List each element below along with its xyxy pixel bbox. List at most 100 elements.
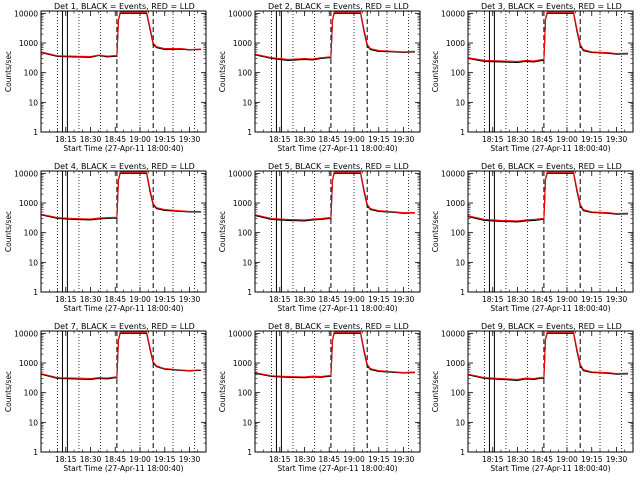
plot-frame bbox=[467, 330, 634, 453]
y-tick-label: 1000 bbox=[446, 39, 465, 48]
y-tick-label: 10 bbox=[455, 418, 465, 427]
x-tick-label: 18:30 bbox=[507, 455, 529, 464]
y-tick-label: 1 bbox=[33, 448, 38, 457]
plot-frame bbox=[467, 170, 634, 293]
x-tick-label: 18:30 bbox=[80, 455, 102, 464]
y-tick-label: 100 bbox=[238, 69, 253, 78]
panel-title: Det 5, BLACK = Events, RED = LLD bbox=[268, 162, 409, 171]
events-series-line bbox=[41, 332, 201, 380]
y-axis-label: Counts/sec bbox=[431, 371, 440, 412]
y-tick-label: 100 bbox=[451, 229, 466, 238]
x-tick-label: 18:15 bbox=[55, 135, 77, 144]
detector-panel-4: Det 4, BLACK = Events, RED = LLD 1 10 100 10… bbox=[4, 162, 207, 313]
y-tick-label: 1 bbox=[33, 128, 38, 137]
y-axis-label: Counts/sec bbox=[4, 211, 13, 252]
x-tick-label: 18:15 bbox=[482, 455, 504, 464]
y-tick-label: 1000 bbox=[233, 199, 252, 208]
x-tick-label: 18:30 bbox=[294, 135, 316, 144]
x-tick-label: 18:15 bbox=[482, 135, 504, 144]
x-tick-label: 18:15 bbox=[269, 295, 291, 304]
y-axis-label: Counts/sec bbox=[218, 211, 227, 252]
y-tick-label: 1000 bbox=[233, 39, 252, 48]
y-tick-label: 1000 bbox=[446, 199, 465, 208]
panel-title: Det 6, BLACK = Events, RED = LLD bbox=[481, 162, 622, 171]
events-series-line bbox=[255, 172, 415, 222]
x-tick-label: 18:30 bbox=[507, 135, 529, 144]
y-tick-label: 10 bbox=[28, 258, 38, 267]
y-tick-label: 1000 bbox=[19, 359, 38, 368]
y-tick-label: 100 bbox=[451, 69, 466, 78]
x-tick-label: 19:15 bbox=[154, 135, 176, 144]
x-tick-label: 19:15 bbox=[368, 135, 390, 144]
y-tick-label: 1 bbox=[460, 448, 465, 457]
y-tick-label: 1 bbox=[460, 128, 465, 137]
x-axis-label: Start Time (27-Apr-11 18:00:40) bbox=[277, 304, 397, 313]
x-axis-label: Start Time (27-Apr-11 18:00:40) bbox=[63, 144, 183, 153]
y-tick-label: 100 bbox=[24, 389, 39, 398]
y-axis-label: Counts/sec bbox=[4, 371, 13, 412]
y-tick-label: 10 bbox=[242, 258, 252, 267]
y-tick-label: 1 bbox=[460, 288, 465, 297]
panel-title: Det 7, BLACK = Events, RED = LLD bbox=[54, 322, 195, 331]
detector-panel-6: Det 6, BLACK = Events, RED = LLD 1 10 100 10… bbox=[431, 162, 634, 313]
detector-panel-8: Det 8, BLACK = Events, RED = LLD 1 10 100 10… bbox=[218, 322, 421, 473]
x-tick-label: 19:00 bbox=[556, 455, 578, 464]
x-tick-label: 18:45 bbox=[318, 135, 340, 144]
x-tick-label: 19:00 bbox=[343, 455, 365, 464]
y-axis-label: Counts/sec bbox=[4, 51, 13, 92]
x-tick-label: 19:30 bbox=[179, 455, 201, 464]
y-tick-label: 10000 bbox=[14, 329, 38, 338]
x-tick-label: 18:45 bbox=[104, 455, 126, 464]
x-tick-label: 18:15 bbox=[269, 135, 291, 144]
x-tick-label: 19:00 bbox=[343, 295, 365, 304]
plot-frame bbox=[254, 330, 421, 453]
x-axis-label: Start Time (27-Apr-11 18:00:40) bbox=[277, 464, 397, 473]
y-tick-label: 10 bbox=[455, 258, 465, 267]
y-tick-label: 10000 bbox=[228, 169, 252, 178]
events-series-line bbox=[468, 332, 628, 381]
x-tick-label: 18:30 bbox=[507, 295, 529, 304]
lld-series-line bbox=[41, 11, 201, 58]
y-tick-label: 1 bbox=[247, 288, 252, 297]
x-tick-label: 18:45 bbox=[318, 455, 340, 464]
lld-series-line bbox=[255, 11, 415, 60]
x-axis-label: Start Time (27-Apr-11 18:00:40) bbox=[277, 144, 397, 153]
x-tick-label: 18:45 bbox=[531, 455, 553, 464]
lld-series-line bbox=[255, 171, 415, 221]
y-axis-label: Counts/sec bbox=[218, 371, 227, 412]
x-axis-label: Start Time (27-Apr-11 18:00:40) bbox=[63, 464, 183, 473]
y-tick-label: 1000 bbox=[19, 199, 38, 208]
x-axis-label: Start Time (27-Apr-11 18:00:40) bbox=[490, 144, 610, 153]
lld-series-line bbox=[468, 171, 628, 222]
x-tick-label: 19:15 bbox=[581, 455, 603, 464]
x-tick-label: 19:15 bbox=[154, 295, 176, 304]
panel-title: Det 4, BLACK = Events, RED = LLD bbox=[54, 162, 195, 171]
panel-title: Det 1, BLACK = Events, RED = LLD bbox=[54, 2, 195, 11]
y-tick-label: 10000 bbox=[228, 329, 252, 338]
plot-frame bbox=[40, 330, 207, 453]
y-tick-label: 10 bbox=[242, 418, 252, 427]
events-series-line bbox=[41, 172, 201, 221]
y-tick-label: 100 bbox=[238, 389, 253, 398]
y-tick-label: 10000 bbox=[14, 169, 38, 178]
y-tick-label: 1 bbox=[247, 128, 252, 137]
y-axis-label: Counts/sec bbox=[218, 51, 227, 92]
x-tick-label: 18:30 bbox=[80, 135, 102, 144]
x-tick-label: 19:00 bbox=[343, 135, 365, 144]
x-axis-label: Start Time (27-Apr-11 18:00:40) bbox=[490, 464, 610, 473]
events-series-line bbox=[255, 12, 415, 61]
x-tick-label: 19:15 bbox=[581, 295, 603, 304]
x-tick-label: 19:15 bbox=[368, 455, 390, 464]
plot-frame bbox=[40, 170, 207, 293]
plot-frame bbox=[254, 10, 421, 133]
x-tick-label: 19:15 bbox=[581, 135, 603, 144]
x-tick-label: 18:45 bbox=[104, 135, 126, 144]
lld-series-line bbox=[255, 331, 415, 378]
x-tick-label: 18:45 bbox=[531, 135, 553, 144]
y-tick-label: 1000 bbox=[19, 39, 38, 48]
y-tick-label: 10 bbox=[455, 98, 465, 107]
x-tick-label: 18:45 bbox=[318, 295, 340, 304]
x-tick-label: 19:30 bbox=[606, 455, 628, 464]
y-tick-label: 1 bbox=[247, 448, 252, 457]
